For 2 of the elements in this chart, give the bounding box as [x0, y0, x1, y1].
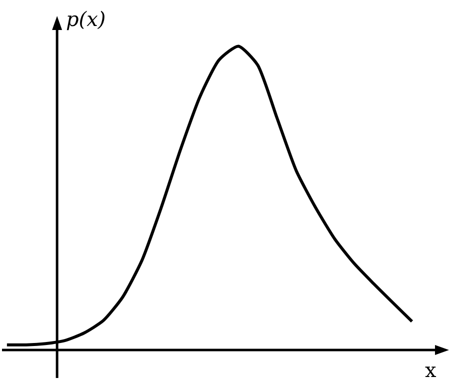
x-axis-title: x	[425, 358, 437, 382]
y-axis-title: p(x)	[66, 7, 106, 31]
